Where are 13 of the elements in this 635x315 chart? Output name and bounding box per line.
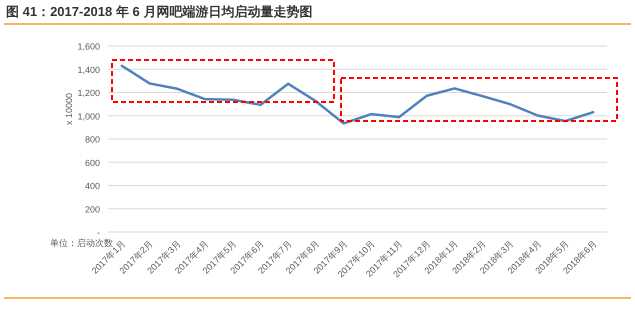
y-tick-label: 1,600 bbox=[77, 42, 100, 52]
line-series bbox=[120, 64, 594, 125]
y-tick-label: 400 bbox=[84, 181, 100, 191]
y-tick-label: 200 bbox=[84, 204, 100, 214]
y-tick-label: 600 bbox=[84, 158, 100, 168]
y-axis-title: x 10000 bbox=[64, 92, 74, 126]
y-tick-label: 1,200 bbox=[77, 88, 100, 98]
text: 单位：启动次数 bbox=[50, 238, 113, 248]
y-tick-label: 800 bbox=[84, 134, 100, 144]
y-tick-label: 1,000 bbox=[77, 111, 100, 122]
y-tick-label: 1,400 bbox=[77, 64, 100, 75]
chart-title: 图 41：2017-2018 年 6 月网吧端游日均启动量走势图 bbox=[6, 4, 312, 19]
y-tick-label: - bbox=[97, 228, 100, 238]
